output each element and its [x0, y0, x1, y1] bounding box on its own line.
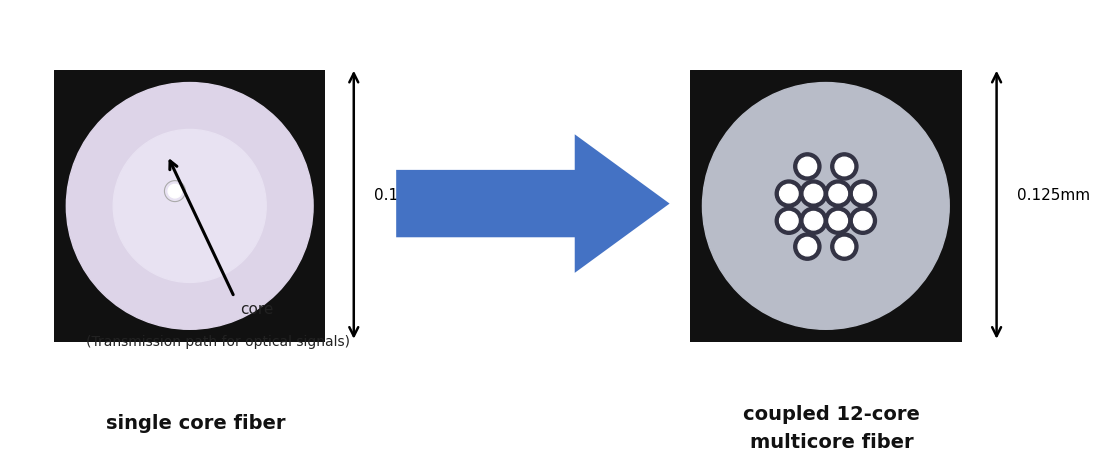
Circle shape — [809, 216, 818, 226]
Circle shape — [113, 130, 267, 282]
Circle shape — [854, 184, 872, 203]
Circle shape — [858, 216, 868, 226]
Circle shape — [798, 157, 817, 176]
Circle shape — [800, 207, 827, 234]
Circle shape — [835, 157, 854, 176]
Circle shape — [830, 153, 858, 180]
Circle shape — [793, 153, 821, 180]
Circle shape — [802, 241, 812, 252]
Circle shape — [825, 180, 852, 207]
Circle shape — [66, 82, 314, 329]
Circle shape — [776, 207, 802, 234]
Circle shape — [825, 207, 852, 234]
Circle shape — [854, 212, 872, 230]
Circle shape — [169, 184, 182, 198]
Circle shape — [798, 237, 817, 256]
Text: multicore fiber: multicore fiber — [750, 433, 913, 452]
Circle shape — [849, 180, 876, 207]
Circle shape — [793, 233, 821, 260]
Circle shape — [849, 207, 876, 234]
Text: (Transmission path for optical signals): (Transmission path for optical signals) — [86, 335, 349, 349]
Circle shape — [783, 189, 793, 198]
Circle shape — [702, 82, 950, 329]
Circle shape — [776, 180, 802, 207]
Circle shape — [780, 212, 798, 230]
Circle shape — [800, 180, 827, 207]
Text: 0.125mm: 0.125mm — [1017, 188, 1090, 203]
Circle shape — [780, 184, 798, 203]
Polygon shape — [396, 134, 670, 273]
Circle shape — [809, 189, 818, 198]
Circle shape — [839, 241, 849, 252]
Circle shape — [858, 189, 868, 198]
Circle shape — [802, 161, 812, 171]
Text: core: core — [240, 302, 273, 317]
Circle shape — [839, 161, 849, 171]
Text: 0.125mm: 0.125mm — [374, 188, 448, 203]
Circle shape — [805, 184, 822, 203]
Circle shape — [805, 212, 822, 230]
Circle shape — [835, 237, 854, 256]
Circle shape — [834, 189, 843, 198]
Circle shape — [834, 216, 843, 226]
Circle shape — [829, 212, 847, 230]
Circle shape — [783, 216, 793, 226]
Circle shape — [830, 233, 858, 260]
Text: coupled 12-core: coupled 12-core — [743, 405, 920, 424]
Circle shape — [829, 184, 847, 203]
Text: single core fiber: single core fiber — [106, 414, 285, 433]
